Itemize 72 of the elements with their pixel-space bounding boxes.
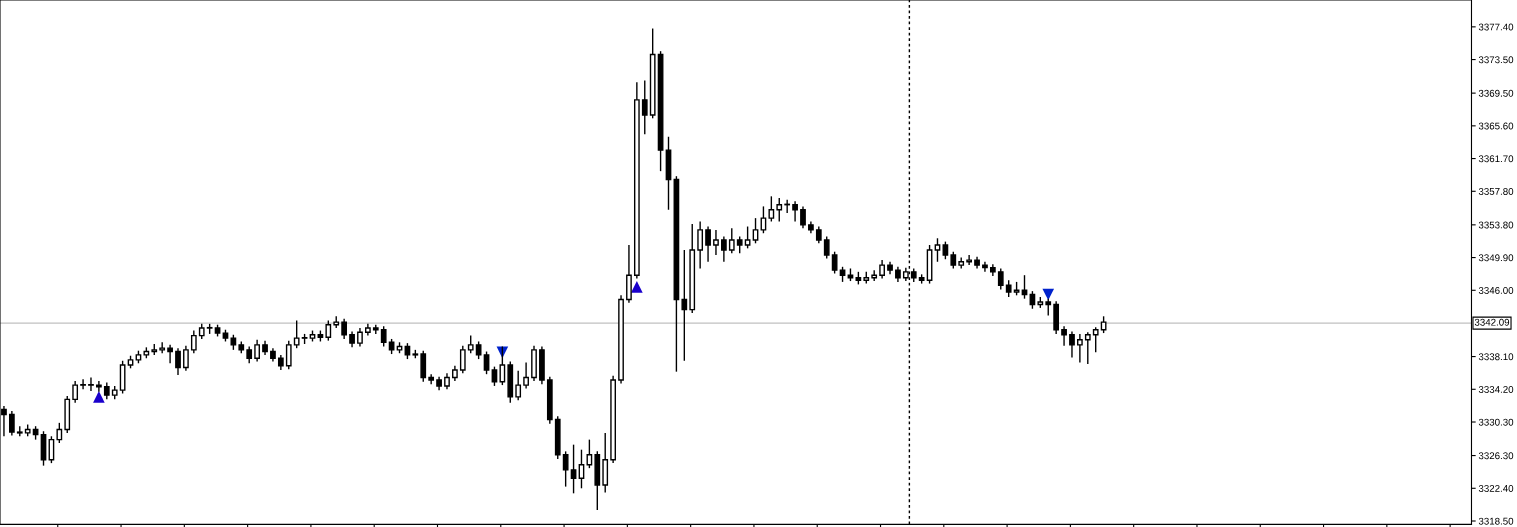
y-tick-label: 3369.50 <box>1478 89 1514 97</box>
y-tick-label: 3334.20 <box>1478 386 1514 393</box>
candlestick <box>420 350 427 383</box>
candlestick <box>183 344 189 372</box>
candlestick <box>459 344 466 375</box>
candlestick <box>681 249 688 362</box>
candlestick <box>744 225 751 250</box>
candlestick <box>697 220 704 270</box>
candlestick <box>159 341 166 354</box>
candlestick <box>792 200 798 223</box>
candlestick <box>578 449 585 489</box>
candlestick <box>879 259 885 280</box>
candlestick <box>752 217 759 245</box>
candlestick <box>934 237 941 263</box>
candlestick <box>380 325 387 348</box>
y-tick-label: 3338.10 <box>1478 353 1514 361</box>
y-tick-label: 3322.40 <box>1478 485 1514 492</box>
y-tick-label: 3326.30 <box>1478 452 1514 460</box>
candlestick <box>1069 330 1075 359</box>
point <box>93 391 105 403</box>
candlestick <box>80 378 86 390</box>
candlestick <box>167 344 173 364</box>
candlestick <box>190 329 197 354</box>
candlestick <box>966 254 972 266</box>
candlestick <box>175 347 181 376</box>
candlestick <box>483 350 490 375</box>
candlestick <box>776 197 783 223</box>
y-tick-label: 3373.50 <box>1478 56 1514 64</box>
candlestick <box>523 361 529 390</box>
candlestick <box>997 267 1004 291</box>
candlestick <box>499 345 506 386</box>
candlestick <box>1084 331 1091 365</box>
candlestick <box>1061 325 1067 347</box>
candlestick <box>570 443 577 495</box>
candlestick <box>1077 333 1083 364</box>
candlestick <box>705 225 711 263</box>
candlestick <box>641 79 648 135</box>
candlestick <box>325 319 332 342</box>
candlestick <box>8 410 15 437</box>
candlestick <box>760 205 767 234</box>
candlestick <box>293 319 300 349</box>
candlestick <box>357 327 363 348</box>
candlestick <box>285 339 292 370</box>
candlestick <box>72 380 79 404</box>
candlestick <box>721 235 727 263</box>
candlestick <box>1092 326 1099 354</box>
candlestick <box>341 318 348 340</box>
y-tick-label: 3330.30 <box>1478 418 1514 426</box>
y-tick-label: 3361.70 <box>1478 155 1514 163</box>
candlestick <box>871 269 878 282</box>
y-tick-label: 3349.90 <box>1478 254 1514 262</box>
candlestick <box>515 370 522 401</box>
y-tick-label: 3357.80 <box>1478 188 1514 195</box>
y-tick-label: 3377.40 <box>1478 23 1514 31</box>
y-tick-label: 3353.80 <box>1478 221 1514 229</box>
candlestick <box>823 235 830 260</box>
point <box>1042 288 1055 301</box>
candlestick <box>56 422 63 444</box>
candlestick <box>768 195 775 223</box>
candlestick <box>562 450 569 488</box>
candlestick <box>831 251 838 275</box>
candlestick <box>88 376 94 392</box>
candlestick <box>800 205 806 229</box>
ref-line-label: 3342.09 <box>1474 318 1510 326</box>
y-tick-label: 3346.00 <box>1478 287 1514 294</box>
y-tick-label: 3365.60 <box>1478 122 1514 130</box>
candlestick <box>96 380 102 393</box>
candlestick <box>713 229 719 256</box>
point <box>631 281 643 293</box>
candlestick <box>254 339 260 363</box>
y-tick-label: 3318.50 <box>1478 517 1514 525</box>
candlestick <box>728 227 735 255</box>
